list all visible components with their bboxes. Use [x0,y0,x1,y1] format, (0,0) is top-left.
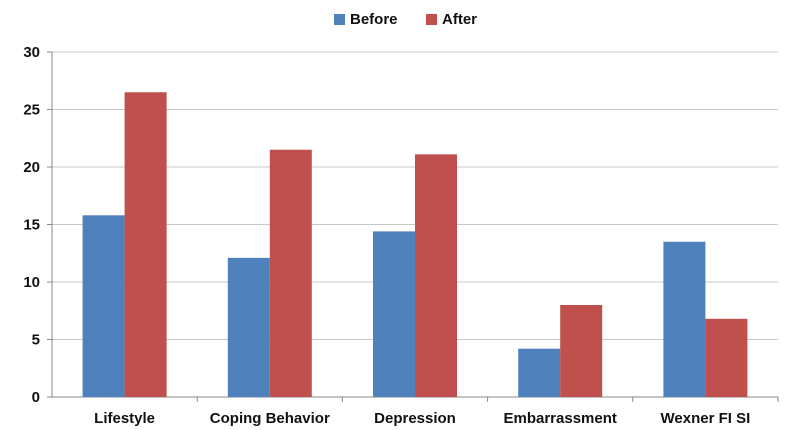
bar-after-wexner-fi-si [705,318,748,397]
y-tick-label: 5 [32,332,40,349]
legend: Before After [334,11,477,28]
y-tick-label: 20 [23,159,40,176]
bar-before-coping-behavior [227,257,270,397]
legend-swatch-before [334,14,345,25]
x-category-label: Depression [374,410,456,427]
y-tick-label: 0 [32,389,40,406]
bar-after-lifestyle [124,92,167,397]
x-category-label: Lifestyle [94,410,155,427]
y-tick-label: 30 [23,44,40,61]
bar-before-depression [373,231,415,397]
tick-labels: 0 5 10 15 20 25 30 Lifestyle Coping Behavior Depr… [23,44,750,427]
x-category-label: Coping Behavior [210,410,330,427]
bar-before-wexner-fi-si [663,241,706,397]
bar-after-depression [415,154,457,397]
bar-before-lifestyle [82,215,125,397]
bar-before-embarrassment [518,348,561,397]
y-tick-label: 10 [23,274,40,291]
y-tick-label: 15 [23,217,40,234]
x-category-label: Wexner FI SI [661,410,751,427]
bars [82,92,748,397]
x-category-label: Embarrassment [504,410,617,427]
bar-after-embarrassment [560,305,603,397]
legend-label-after: After [442,11,477,28]
bar-after-coping-behavior [269,149,312,397]
y-tick-label: 25 [23,102,40,119]
legend-label-before: Before [350,11,398,28]
legend-swatch-after [426,14,437,25]
